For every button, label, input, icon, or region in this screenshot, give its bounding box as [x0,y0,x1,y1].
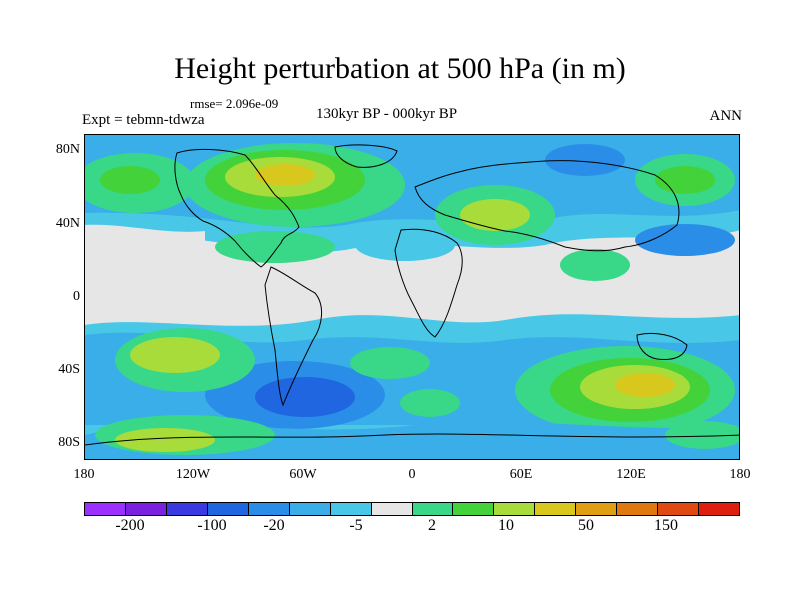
rmse-label: rmse= 2.096e-09 [190,96,279,111]
colorbar-box [248,503,290,515]
lat-label-80n: 80N [55,142,80,157]
colorbar-box [166,503,208,515]
lon-label-60w: 60W [289,467,317,482]
colorbar-box [576,503,618,515]
colorbar-label: -5 [349,517,363,534]
colorbar-box [494,503,536,515]
experiment-label: Expt = tebmn-tdwza [82,112,205,128]
map-panel [84,134,740,460]
lon-label-60e: 60E [509,467,533,482]
colorbar-box [330,503,372,515]
colorbar-box [371,503,413,515]
coastlines [85,144,739,446]
colorbar-label: -20 [263,517,285,534]
lat-label-40s: 40S [58,362,80,377]
plot-title: Height perturbation at 500 hPa (in m) [174,52,626,85]
lon-label-120w: 120W [175,467,211,482]
colorbar-box [289,503,331,515]
lon-label-120e: 120E [616,467,646,482]
colorbar-box [125,503,167,515]
colorbar-label: -200 [115,517,145,534]
period-label: 130kyr BP - 000kyr BP [316,106,458,122]
colorbar [84,502,740,516]
colorbar-box [658,503,700,515]
colorbar-box [85,503,126,515]
colorbar-box [699,503,739,515]
map-field [85,135,739,459]
colorbar-label: 150 [654,517,678,534]
lon-label-0: 0 [408,467,416,482]
lat-label-40n: 40N [55,216,80,231]
season-label: ANN [709,108,743,124]
colorbar-label: 10 [498,517,514,534]
southern-midlatitude-band [85,314,739,459]
lat-label-80s: 80S [58,435,80,450]
lon-label-180w: 180 [73,467,95,482]
colorbar-label: -100 [197,517,227,534]
colorbar-box [617,503,659,515]
lat-label-eq: 0 [73,289,80,304]
colorbar-label: 50 [578,517,594,534]
colorbar-box [535,503,577,515]
colorbar-label: 2 [428,517,436,534]
northern-midlatitude-band [85,135,739,281]
colorbar-box [453,503,495,515]
lon-label-180e: 180 [729,467,751,482]
colorbar-box [207,503,249,515]
colorbar-box [412,503,454,515]
